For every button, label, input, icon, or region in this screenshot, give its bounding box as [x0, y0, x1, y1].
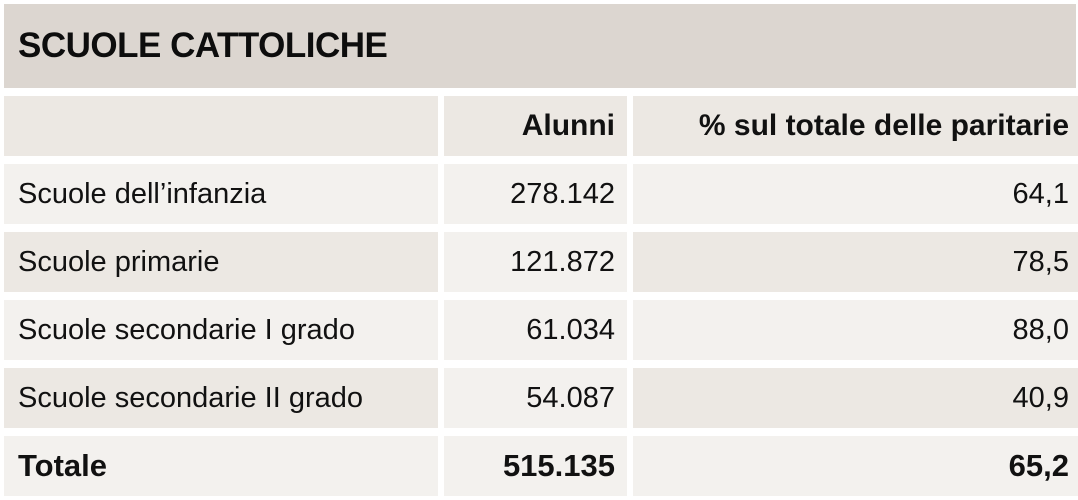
row-alunni: 54.087 — [444, 368, 627, 428]
total-label: Totale — [4, 436, 438, 496]
row-percent: 78,5 — [633, 232, 1078, 292]
header-cell-percent: % sul totale delle paritarie — [633, 96, 1078, 156]
row-alunni: 121.872 — [444, 232, 627, 292]
row-percent: 88,0 — [633, 300, 1078, 360]
row-label: Scuole dell’infanzia — [4, 164, 438, 224]
table-title-bar: SCUOLE CATTOLICHE — [4, 4, 1076, 88]
table-title: SCUOLE CATTOLICHE — [18, 26, 388, 65]
row-label: Scuole primarie — [4, 232, 438, 292]
data-table: Alunni % sul totale delle paritarie Scuo… — [4, 96, 1078, 496]
row-label: Scuole secondarie I grado — [4, 300, 438, 360]
row-percent: 64,1 — [633, 164, 1078, 224]
row-alunni: 61.034 — [444, 300, 627, 360]
header-cell-alunni: Alunni — [444, 96, 627, 156]
row-percent: 40,9 — [633, 368, 1078, 428]
total-alunni: 515.135 — [444, 436, 627, 496]
row-label: Scuole secondarie II grado — [4, 368, 438, 428]
total-percent: 65,2 — [633, 436, 1078, 496]
row-alunni: 278.142 — [444, 164, 627, 224]
header-cell-label — [4, 96, 438, 156]
